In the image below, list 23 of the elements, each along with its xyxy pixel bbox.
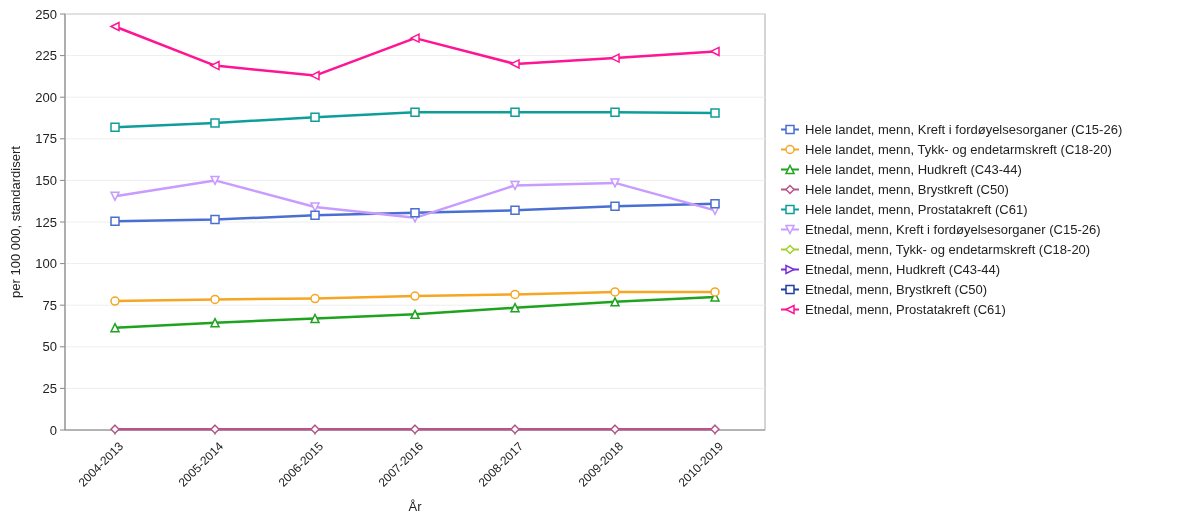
x-axis-title: År xyxy=(408,499,423,514)
y-tick-label: 175 xyxy=(35,131,57,147)
legend-label: Hele landet, menn, Tykk- og endetarmskreft (C18-20) xyxy=(805,142,1112,158)
legend-label: Etnedal, menn, Brystkreft (C50) xyxy=(805,282,988,298)
y-tick-label: 0 xyxy=(49,422,57,438)
y-tick-label: 100 xyxy=(35,256,57,272)
y-tick-label: 25 xyxy=(42,380,57,396)
y-axis-title: per 100 000, standardisert xyxy=(8,145,23,298)
y-tick-label: 50 xyxy=(42,339,57,355)
legend-label: Hele landet, menn, Prostatakreft (C61) xyxy=(805,202,1028,218)
legend-label: Hele landet, menn, Brystkreft (C50) xyxy=(805,182,1009,198)
y-tick-label: 250 xyxy=(35,6,57,22)
y-tick-label: 225 xyxy=(35,48,57,64)
legend-label: Etnedal, menn, Kreft i fordøyelsesorganer (C15-26) xyxy=(805,222,1101,238)
legend-label: Etnedal, menn, Tykk- og endetarmskreft (C18-20) xyxy=(805,242,1091,258)
y-tick-label: 200 xyxy=(35,89,57,105)
y-tick-label: 75 xyxy=(42,297,57,313)
legend-label: Hele landet, menn, Hudkreft (C43-44) xyxy=(805,162,1022,178)
legend-label: Hele landet, menn, Kreft i fordøyelsesorganer (C15-26) xyxy=(805,122,1123,138)
legend-label: Etnedal, menn, Hudkreft (C43-44) xyxy=(805,262,1001,278)
y-tick-label: 125 xyxy=(35,214,57,230)
y-tick-label: 150 xyxy=(35,172,57,188)
legend-label: Etnedal, menn, Prostatakreft (C61) xyxy=(805,302,1006,318)
